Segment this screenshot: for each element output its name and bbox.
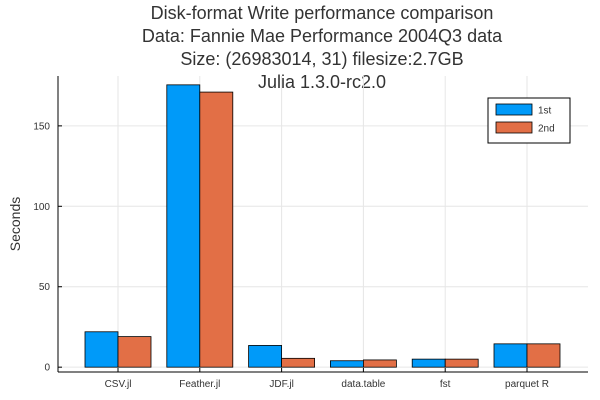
bar-1st-1 (166, 84, 201, 368)
legend-label-2nd: 2nd (538, 124, 555, 135)
x-tick-label-1: Feather.jl (179, 379, 220, 390)
x-tick-label-2: JDF.jl (269, 379, 293, 390)
legend-label-1st: 1st (538, 106, 552, 117)
x-tick-label-3: data.table (341, 379, 385, 390)
title-line-3: Size: (26983014, 31) filesize:2.7GB (180, 49, 463, 69)
bar-2nd-2 (281, 357, 316, 368)
bar-1st-2 (248, 345, 283, 368)
bar-2nd-4 (444, 358, 479, 368)
x-tick-label-5: parquet R (505, 379, 549, 390)
legend-swatch-1st (495, 103, 533, 116)
title-line-2: Data: Fannie Mae Performance 2004Q3 data (142, 26, 503, 46)
y-tick-labels: 0 50 100 150 (33, 121, 62, 374)
y-tick-label-0: 0 (44, 363, 50, 374)
y-tick-label-50: 50 (39, 282, 51, 293)
legend-swatch-2nd (495, 121, 533, 134)
bar-1st-3 (329, 360, 364, 368)
y-tick-label-150: 150 (33, 121, 50, 132)
bar-2nd-5 (526, 343, 561, 368)
title-line-4: Julia 1.3.0-rc2.0 (258, 72, 386, 92)
bars (84, 84, 561, 368)
x-tick-labels: CSV.jl Feather.jl JDF.jl data.table fst parqu… (105, 368, 549, 390)
bar-2nd-3 (362, 359, 397, 368)
bar-1st-0 (84, 331, 119, 368)
bar-1st-5 (493, 343, 528, 368)
bar-2nd-1 (199, 91, 234, 368)
chart-title: Disk-format Write performance comparison… (142, 3, 503, 92)
y-tick-label-100: 100 (33, 202, 50, 213)
axes (57, 76, 588, 373)
legend: 1st 2nd (487, 97, 571, 144)
bar-1st-4 (411, 358, 446, 368)
x-tick-label-0: CSV.jl (105, 379, 132, 390)
bar-2nd-0 (117, 336, 152, 368)
x-tick-label-4: fst (440, 379, 451, 390)
title-line-1: Disk-format Write performance comparison (151, 3, 494, 23)
y-axis-label: Seconds (7, 197, 23, 251)
